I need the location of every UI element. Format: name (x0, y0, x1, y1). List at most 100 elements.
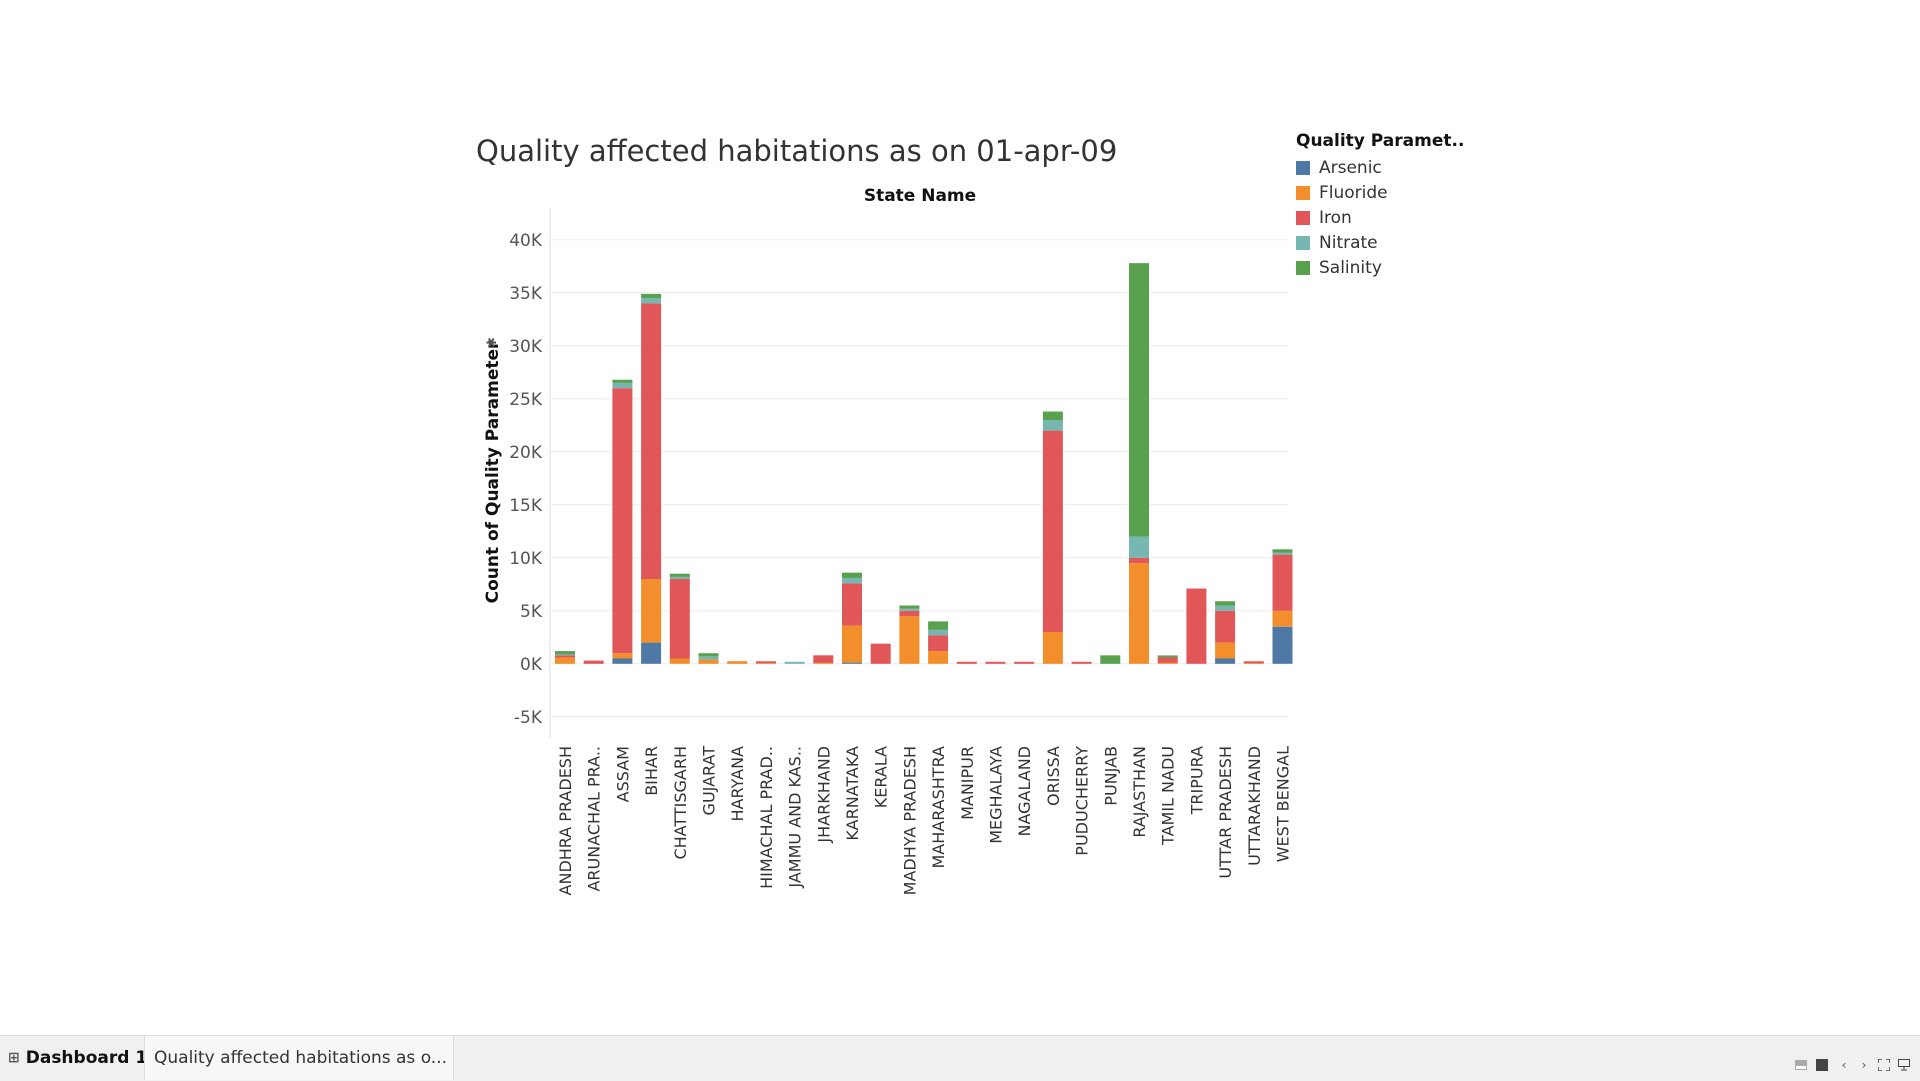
show-filmstrip-icon[interactable] (1794, 1058, 1808, 1072)
bar-chart: -5K 0K 5K 10K 15K 20K 25K 30K 35K 40K Count of Qua… (483, 208, 1293, 895)
bar-segment (669, 658, 690, 664)
bar-segment (928, 621, 949, 630)
bar-segment (842, 661, 862, 664)
bar-segment (956, 661, 977, 664)
y-tick-label: -5K (514, 708, 543, 728)
y-tick-label: 30K (509, 337, 543, 357)
y-tick-label: 40K (509, 231, 543, 251)
bar-segment (1215, 658, 1236, 664)
y-tick-label: 35K (509, 284, 543, 304)
y-tick-label: 0K (520, 655, 543, 675)
x-tick-label: KARNATAKA (843, 746, 862, 841)
bar-segment (612, 658, 633, 664)
tab-quality-sheet[interactable]: Quality affected habitations as o... (144, 1036, 454, 1080)
bar-segment (669, 579, 690, 659)
show-tabs-icon[interactable] (1815, 1058, 1829, 1072)
bar-segment (1129, 557, 1149, 564)
bar-segment (1272, 549, 1293, 553)
bar-segment (1129, 263, 1149, 537)
bar-segment (555, 655, 575, 658)
bar-segment (1272, 626, 1293, 664)
bar-segment (1042, 430, 1063, 632)
x-tick-label: ORISSA (1044, 746, 1063, 806)
bar-segment (813, 661, 834, 664)
bar-segment (1243, 661, 1264, 664)
scroll-left-icon[interactable]: ‹ (1841, 1058, 1847, 1072)
tab-label: Quality affected habitations as o... (154, 1048, 448, 1068)
bar-segment (842, 577, 862, 584)
bar-segment (612, 388, 633, 654)
bar-segment (641, 298, 662, 304)
bar-segment (899, 605, 920, 609)
legend-item-fluoride[interactable]: Fluoride (1296, 180, 1464, 205)
presentation-mode-icon[interactable] (1897, 1058, 1911, 1072)
bar-segment (1014, 661, 1035, 664)
x-tick-label: ASSAM (613, 746, 632, 802)
y-axis-title: Count of Quality Parameter (483, 340, 503, 603)
x-tick-label: JHARKHAND (814, 746, 833, 844)
tab-dashboard-1[interactable]: ⊞ Dashboard 1 (8, 1036, 147, 1080)
x-tick-label: RAJASTHAN (1130, 746, 1149, 838)
legend-title: Quality Paramet.. (1296, 131, 1465, 151)
legend-swatch-iron (1296, 210, 1310, 225)
bar-segment (698, 656, 719, 660)
x-tick-label: CHATTISGARH (671, 746, 690, 860)
bar-segment (641, 303, 662, 579)
bar-segment (1215, 601, 1236, 606)
legend-item-arsenic[interactable]: Arsenic (1296, 155, 1464, 180)
bar-segment (842, 625, 862, 663)
x-tick-label: HIMACHAL PRAD.. (757, 746, 776, 889)
x-tick-label: PUNJAB (1101, 746, 1120, 806)
bar-segment (755, 661, 776, 664)
x-tick-label: TRIPURA (1187, 746, 1206, 815)
x-tick-label: BIHAR (642, 746, 661, 796)
bar-segment (1042, 411, 1063, 420)
legend-swatch-salinity (1296, 260, 1310, 275)
y-tick-label: 10K (509, 549, 543, 569)
legend-item-nitrate[interactable]: Nitrate (1296, 230, 1464, 255)
chart-title: Quality affected habitations as on 01-ap… (476, 134, 1118, 168)
legend-swatch-nitrate (1296, 235, 1310, 250)
legend-item-salinity[interactable]: Salinity (1296, 255, 1464, 280)
dashboard-icon: ⊞ (8, 1050, 20, 1066)
fullscreen-icon[interactable] (1877, 1058, 1891, 1072)
x-tick-label: MAHARASHTRA (929, 746, 948, 869)
x-tick-label: MANIPUR (958, 746, 977, 820)
bar-segment (1215, 642, 1236, 659)
x-tick-label: HARYANA (728, 746, 747, 822)
bar-segment (813, 655, 834, 663)
bar-segment (842, 583, 862, 626)
bar-segment (669, 573, 690, 577)
bar-segment (555, 651, 575, 655)
bar-segment (985, 661, 1006, 664)
x-tick-label: GUJARAT (700, 746, 719, 816)
bar-segment (1215, 605, 1236, 611)
bar-segment (1042, 632, 1063, 664)
bar-segment (669, 576, 690, 579)
bar-segment (899, 608, 920, 611)
bar-segment (612, 382, 633, 389)
bar-segment (1272, 552, 1293, 555)
bar-segment (1071, 661, 1092, 664)
x-tick-label: WEST BENGAL (1274, 746, 1293, 862)
bar-segment (1157, 661, 1178, 664)
bar-segment (1157, 655, 1178, 658)
legend-swatch-fluoride (1296, 185, 1310, 200)
legend-item-iron[interactable]: Iron (1296, 205, 1464, 230)
bar-segment (555, 653, 575, 656)
bar-segment (899, 610, 920, 617)
x-tick-label: UTTARAKHAND (1245, 746, 1264, 866)
y-tick-label: 20K (509, 443, 543, 463)
legend-label: Arsenic (1319, 157, 1382, 178)
scroll-right-icon[interactable]: › (1861, 1058, 1867, 1072)
x-tick-label: UTTAR PRADESH (1216, 746, 1235, 879)
bar-segment (870, 643, 891, 664)
bar-segment (698, 659, 719, 664)
bar-segment (899, 616, 920, 664)
x-tick-label: MEGHALAYA (987, 746, 1006, 844)
x-tick-label: ARUNACHAL PRA.. (585, 746, 604, 892)
bar-segment (928, 629, 949, 636)
bar-segment (641, 642, 662, 664)
legend-label: Salinity (1319, 257, 1382, 278)
bar-segment (1157, 657, 1178, 663)
